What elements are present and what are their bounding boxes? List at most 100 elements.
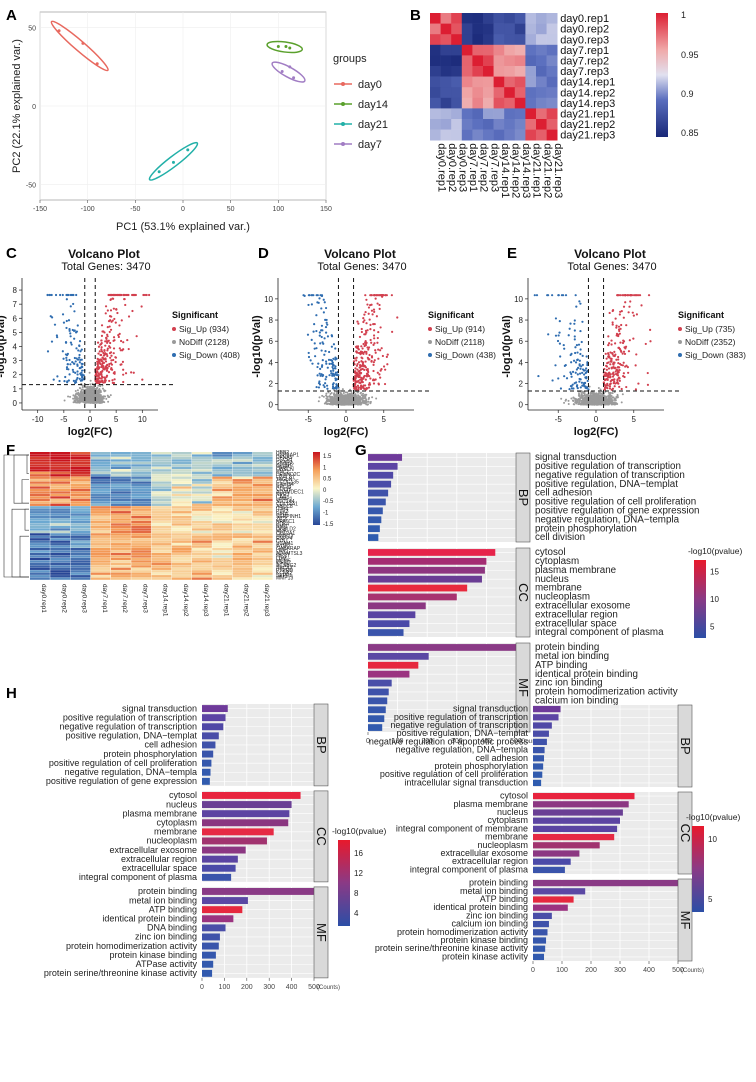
volcano-point-down [69,341,73,344]
volcano-point-up [368,381,371,385]
volcano-x-tick-label: -5 [305,415,313,424]
expression-cell [192,474,212,477]
volcano-point-up [131,293,135,297]
expression-cell [212,533,233,536]
expression-cell [30,543,50,546]
expression-cell [50,481,71,484]
volcano-point-down [320,365,324,368]
volcano-x-axis-label: log2(FC) [68,426,113,438]
volcano-point-nodiff [563,401,566,404]
correlation-cell [461,108,473,120]
volcano-point-down [315,385,318,389]
expression-cell [111,535,131,538]
volcano-point-nodiff [317,400,320,403]
volcano-point-down [582,373,586,376]
volcano-point-up [616,294,619,297]
correlation-cell [430,44,441,56]
volcano-point-nodiff [100,398,103,401]
volcano-point-up [616,374,619,377]
expression-cell [192,484,212,487]
go-bar [368,507,383,515]
volcano-point-down [328,374,331,377]
correlation-cell [514,87,526,99]
expression-cell [232,464,253,467]
volcano-x-tick-label: 0 [594,415,599,424]
expression-cell [151,498,172,502]
volcano-point-up [608,385,612,388]
correlation-cell [546,23,558,35]
volcano-point-down [69,332,72,335]
expression-cell [212,540,233,543]
volcano-point-down [58,379,61,383]
expression-cell [111,550,131,553]
correlation-cell [525,44,537,56]
volcano-point-up [624,301,627,304]
expression-cell [90,503,111,506]
volcano-point-up [359,387,363,390]
volcano-point-down [65,356,68,359]
volcano-point-up [367,358,370,361]
volcano-point-nodiff [327,391,330,394]
expression-cell [131,533,152,536]
correlation-cell [430,23,441,35]
volcano-point-up [622,375,625,378]
volcano-point-nodiff [348,393,351,396]
volcano-point-nodiff [79,400,82,403]
expression-cell [232,552,253,556]
correlation-row-label: day14.rep1 [560,77,615,89]
expression-cell [111,493,131,497]
volcano-point-nodiff [367,398,370,401]
volcano-point-down [65,359,68,362]
volcano-point-up [362,352,365,355]
expression-cell [131,538,152,541]
volcano-point-up [365,374,368,377]
volcano-point-up [102,357,105,360]
expression-cell [131,501,152,504]
volcano-point-up [369,323,372,326]
expression-cell [90,540,111,543]
volcano-point-down [73,337,76,340]
expression-cell [111,560,131,563]
volcano-point-nodiff [342,392,345,395]
volcano-point-down [323,301,326,304]
volcano-point-up [103,379,106,382]
volcano-point-nodiff [329,399,332,402]
correlation-cell [451,129,463,141]
correlation-cell [430,13,441,24]
volcano-point-down [313,323,316,326]
correlation-col-label: day0.rep3 [457,143,469,192]
expression-cell [30,555,50,558]
volcano-point-up [98,377,101,380]
volcano-point-up [96,367,100,371]
volcano-point-down [578,300,581,303]
expression-cell [50,486,71,489]
expression-cell [212,565,233,568]
volcano-point-down [46,293,49,297]
expression-cell [70,560,91,563]
volcano-point-down [330,335,334,338]
expression-cell [252,575,273,578]
correlation-cell [451,66,463,77]
volcano-point-up [384,368,387,371]
expression-cell [111,481,131,484]
volcano-point-down [312,330,315,333]
expression-cell [252,501,273,504]
expression-cell [171,486,192,489]
volcano-point-up [614,382,617,385]
expression-cell [50,550,71,553]
expression-cell [30,545,50,548]
volcano-point-nodiff [85,386,88,389]
expression-cell [70,481,91,484]
expression-cell [70,486,91,489]
volcano-point-down [551,379,554,382]
expression-cell [192,543,212,546]
expression-cell [30,548,50,551]
volcano-point-up [606,375,609,378]
expression-cell [252,552,273,556]
volcano-point-down [66,293,69,297]
panel-letter-d: D [258,245,269,262]
volcano-point-down [73,310,76,313]
volcano-y-tick-label: 1 [13,385,18,394]
expression-cell [192,464,212,467]
volcano-point-down [317,362,320,365]
